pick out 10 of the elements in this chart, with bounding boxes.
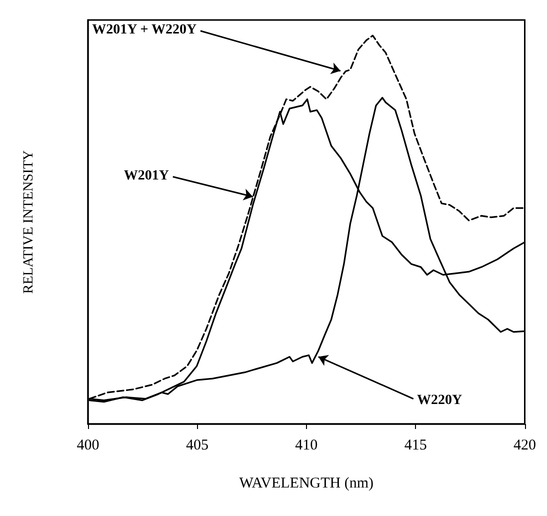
x-tick-label: 410 xyxy=(295,438,318,454)
annotation: W220Y xyxy=(417,392,462,408)
x-tick-label: 400 xyxy=(76,438,100,454)
annotation: W201Y xyxy=(124,168,169,184)
x-tick-label: 420 xyxy=(514,438,536,454)
x-tick-label: 415 xyxy=(404,438,427,454)
y-axis-title: RELATIVE INTENSITY xyxy=(22,150,36,294)
x-tick-label: 405 xyxy=(186,438,208,454)
x-axis-title: WAVELENGTH (nm) xyxy=(239,476,374,492)
annotation: W201Y + W220Y xyxy=(92,22,197,38)
